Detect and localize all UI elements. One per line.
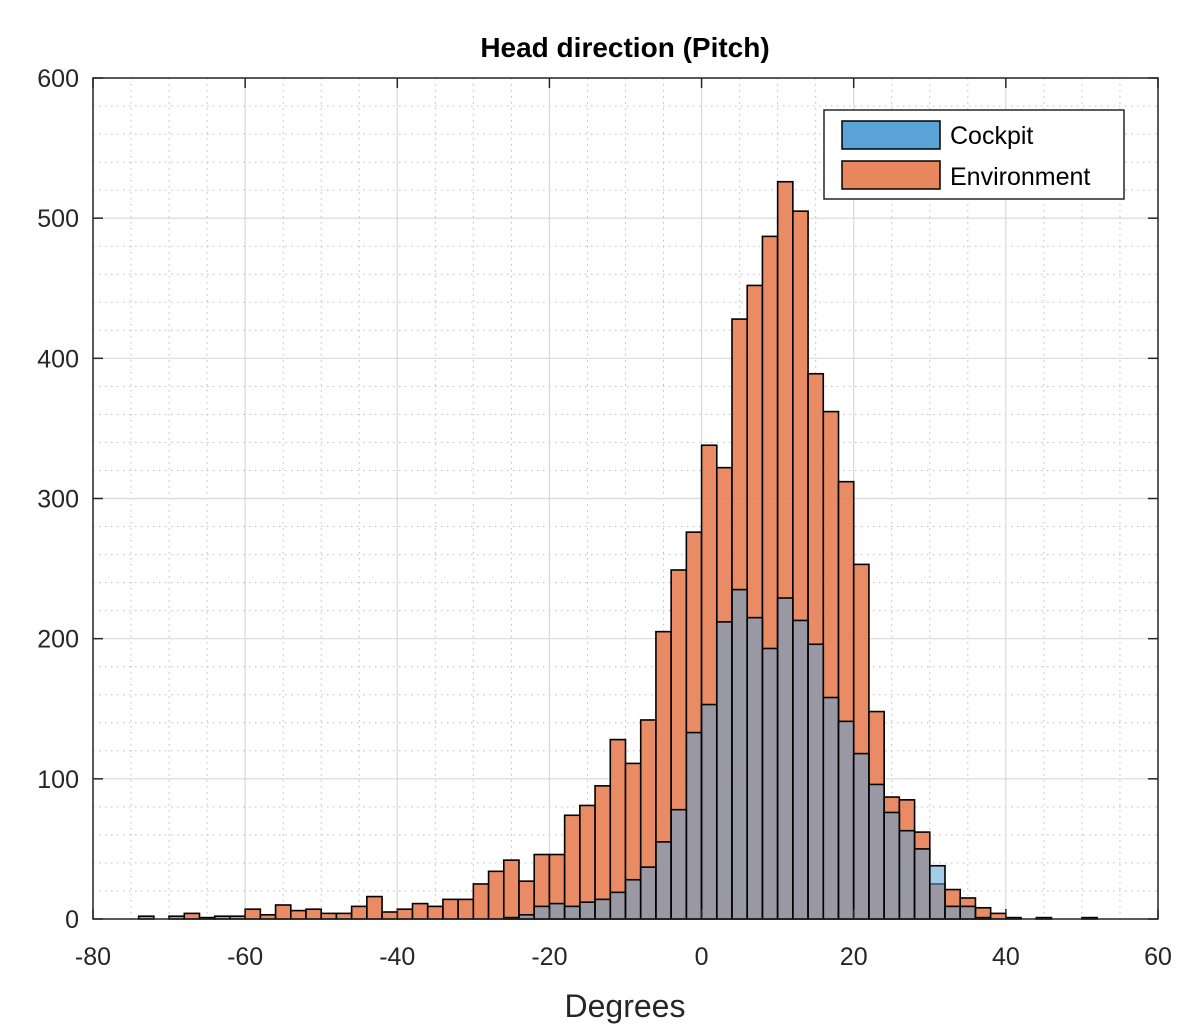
chart-title: Head direction (Pitch) bbox=[480, 32, 769, 63]
bar-cockpit bbox=[594, 898, 612, 920]
bar-cockpit bbox=[609, 891, 627, 920]
y-tick-label: 0 bbox=[65, 906, 79, 934]
x-tick-label: -60 bbox=[227, 943, 263, 971]
y-tick-label: 600 bbox=[37, 65, 79, 93]
bar-environment bbox=[563, 814, 581, 920]
bar-environment bbox=[457, 898, 475, 920]
bar-cockpit bbox=[715, 621, 733, 920]
bar-environment bbox=[411, 902, 429, 920]
y-tick-label: 300 bbox=[37, 486, 79, 514]
bar-cockpit bbox=[913, 848, 931, 920]
bar-cockpit bbox=[928, 864, 946, 920]
bar-environment bbox=[426, 905, 444, 920]
x-tick-label: -20 bbox=[531, 943, 567, 971]
bar-cockpit bbox=[579, 901, 596, 920]
bar-environment bbox=[289, 909, 307, 920]
bar-cockpit bbox=[944, 905, 962, 920]
bar-environment bbox=[487, 870, 505, 920]
bar-cockpit bbox=[776, 597, 794, 920]
bar-cockpit bbox=[837, 720, 855, 920]
bar-environment bbox=[183, 912, 201, 920]
bar-cockpit bbox=[563, 905, 581, 920]
bar-environment bbox=[366, 895, 383, 920]
y-axis-ticks: 0 100 200 300 400 500 600 bbox=[37, 65, 1158, 934]
bar-environment bbox=[472, 883, 490, 920]
x-tick-label: 40 bbox=[992, 943, 1020, 971]
bar-cockpit bbox=[746, 616, 764, 920]
bar-environment bbox=[442, 898, 459, 920]
bar-environment bbox=[518, 880, 536, 920]
bar-cockpit bbox=[792, 619, 809, 920]
bar-cockpit bbox=[533, 905, 551, 920]
bar-environment bbox=[305, 908, 323, 920]
bar-environment bbox=[274, 904, 292, 920]
cockpit-bars bbox=[502, 588, 992, 920]
bar-environment bbox=[335, 912, 353, 920]
y-tick-label: 100 bbox=[37, 766, 79, 794]
bar-cockpit bbox=[639, 866, 657, 920]
bar-cockpit bbox=[852, 752, 870, 920]
legend: Cockpit Environment bbox=[823, 109, 1125, 200]
x-tick-label: -40 bbox=[379, 943, 415, 971]
x-axis-ticks: -80 -60 -40 -20 0 20 40 60 bbox=[75, 78, 1172, 971]
y-tick-label: 500 bbox=[37, 205, 79, 233]
bar-environment bbox=[381, 911, 399, 920]
bar-cockpit bbox=[959, 905, 977, 920]
bar-cockpit bbox=[670, 808, 688, 920]
bar-cockpit bbox=[898, 829, 916, 920]
bar-cockpit bbox=[655, 841, 672, 920]
bar-cockpit bbox=[761, 647, 779, 920]
bar-cockpit bbox=[807, 643, 825, 920]
bar-cockpit bbox=[822, 696, 840, 920]
bar-environment bbox=[989, 912, 1007, 920]
y-tick-label: 200 bbox=[37, 626, 79, 654]
bar-cockpit bbox=[548, 902, 566, 920]
x-axis-label: Degrees bbox=[565, 988, 686, 1024]
bar-cockpit bbox=[883, 811, 901, 920]
legend-label-cockpit: Cockpit bbox=[950, 122, 1033, 150]
y-tick-label: 400 bbox=[37, 345, 79, 373]
bar-environment bbox=[244, 908, 262, 920]
legend-swatch-environment bbox=[841, 160, 941, 190]
bar-environment bbox=[396, 908, 414, 920]
bar-cockpit bbox=[700, 703, 718, 920]
bar-environment bbox=[320, 912, 338, 920]
bar-cockpit bbox=[868, 783, 885, 920]
x-tick-label: -80 bbox=[75, 943, 111, 971]
x-tick-label: 20 bbox=[840, 943, 868, 971]
legend-label-environment: Environment bbox=[950, 163, 1090, 191]
bar-environment bbox=[350, 905, 368, 920]
bar-cockpit bbox=[685, 731, 703, 920]
bar-environment bbox=[502, 859, 520, 920]
legend-swatch-cockpit bbox=[841, 120, 941, 150]
bar-cockpit bbox=[624, 878, 642, 920]
x-tick-label: 0 bbox=[695, 943, 709, 971]
x-tick-label: 60 bbox=[1144, 943, 1172, 971]
bar-cockpit bbox=[731, 588, 749, 920]
